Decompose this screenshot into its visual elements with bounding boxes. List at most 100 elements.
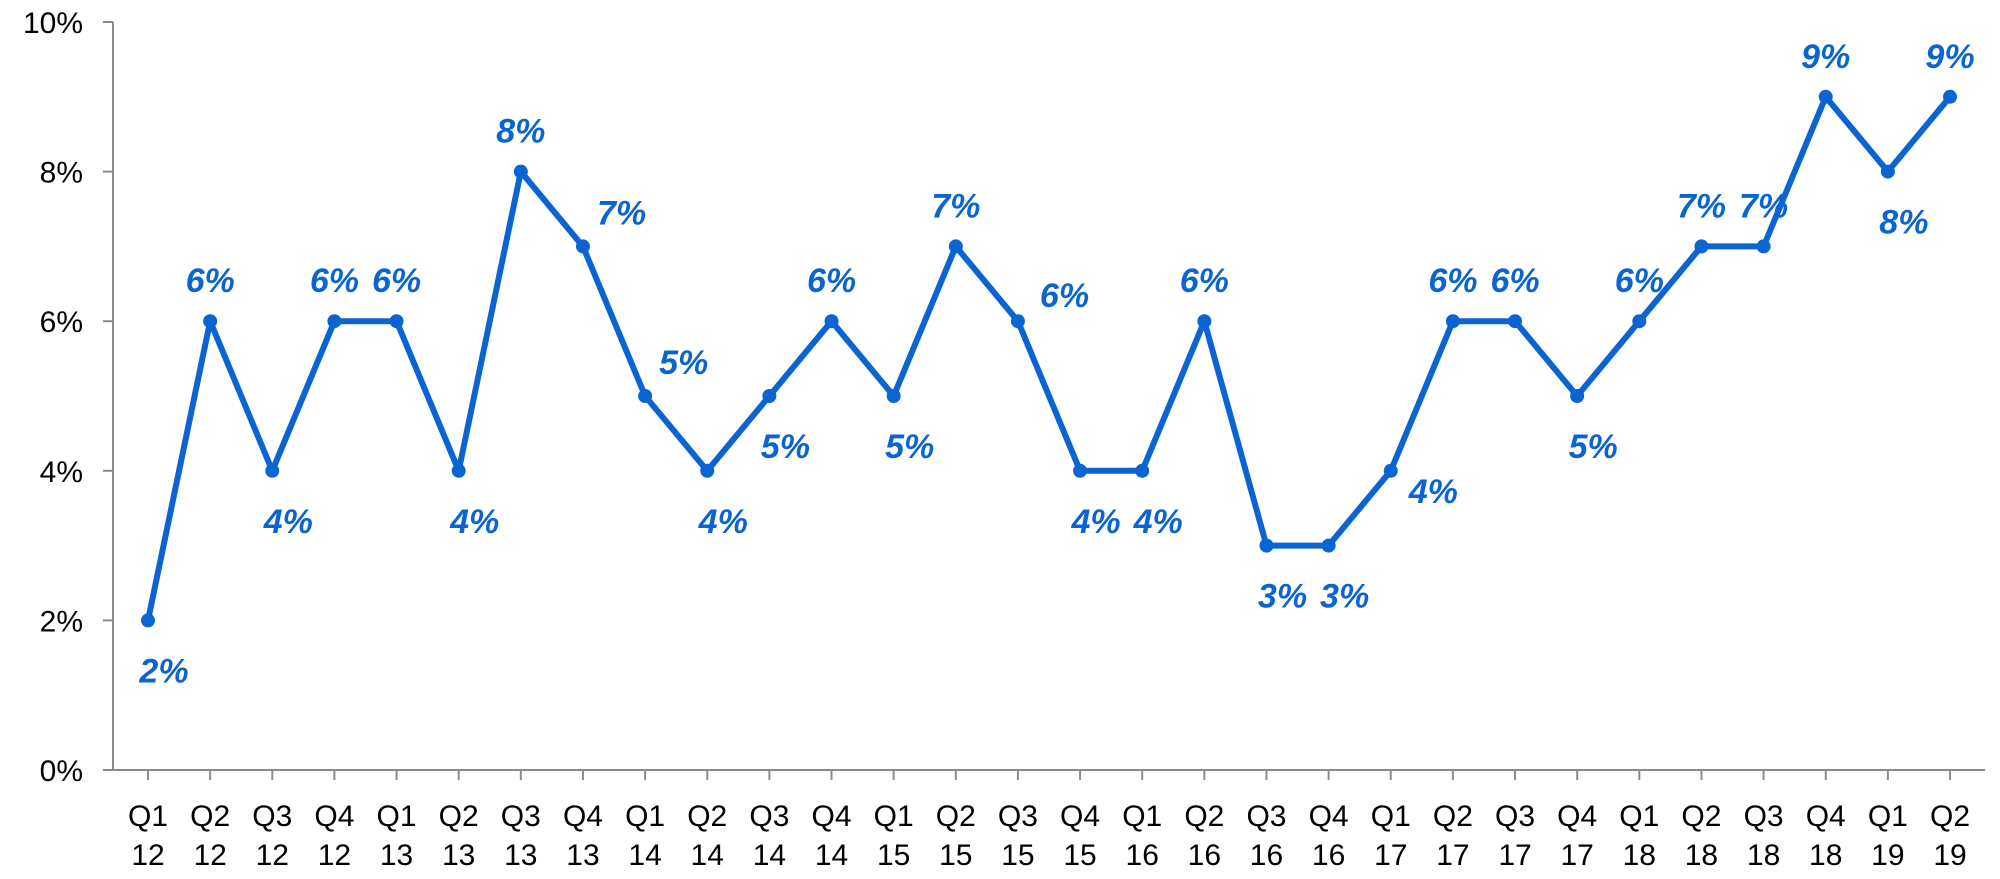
x-tick-quarter: Q4 [1806,800,1846,833]
data-point [1010,314,1025,329]
x-tick-year: 18 [1623,839,1656,872]
x-tick-year: 16 [1188,839,1221,872]
x-tick-label: Q4 16 [1309,800,1349,872]
x-tick-label: Q1 16 [1122,800,1162,872]
x-tick-year: 12 [193,839,226,872]
x-tick-label: Q1 19 [1868,800,1908,872]
x-tick-year: 13 [566,839,599,872]
data-label: 9% [1801,38,1850,76]
x-tick-label: Q2 17 [1433,800,1473,872]
x-tick-year: 17 [1374,839,1407,872]
data-point [203,314,218,329]
y-tick-label: 0% [40,755,83,788]
data-label: 6% [1615,262,1664,300]
x-tick-label: Q1 12 [128,800,168,872]
data-point [700,463,715,478]
y-tick-label: 2% [40,605,83,638]
data-label: 4% [449,503,499,541]
data-points [141,89,1957,628]
x-tick-label: Q3 17 [1495,800,1535,872]
x-tick-label: Q1 14 [625,800,665,872]
data-label: 4% [1408,473,1458,511]
x-tick-year: 15 [877,839,910,872]
x-tick-label: Q4 13 [563,800,603,872]
data-point [948,239,963,254]
x-tick-year: 15 [1063,839,1096,872]
x-tick-label: Q4 17 [1557,800,1597,872]
data-point [265,463,280,478]
x-tick-label: Q2 14 [687,800,727,872]
axes [112,22,1985,771]
data-label: 6% [1180,262,1229,300]
y-tick-label: 4% [40,456,83,489]
data-point [1508,314,1523,329]
x-tick-label: Q2 18 [1681,800,1721,872]
x-tick-quarter: Q3 [1495,800,1535,833]
x-tick-label: Q4 12 [314,800,354,872]
x-tick-quarter: Q1 [1868,800,1908,833]
x-tick-label: Q3 18 [1744,800,1784,872]
x-tick-quarter: Q2 [1184,800,1224,833]
x-tick-year: 16 [1250,839,1283,872]
data-point [1880,164,1895,179]
data-label: 5% [885,428,934,466]
data-point [1943,89,1957,104]
x-tick-quarter: Q3 [1744,800,1784,833]
data-point [1694,239,1709,254]
data-label: 7% [597,194,646,232]
x-tick-quarter: Q4 [314,800,354,833]
data-point [638,389,653,403]
x-tick-year: 19 [1933,839,1966,872]
y-ticks: 0% 2% 4% 6% 8% 10% [23,7,113,788]
data-point [762,389,777,403]
x-tick-year: 19 [1871,839,1904,872]
x-tick-quarter: Q1 [128,800,168,833]
data-label: 6% [1490,262,1539,300]
data-label: 6% [372,262,421,300]
x-tick-quarter: Q4 [1309,800,1349,833]
x-tick-label: Q3 16 [1246,800,1286,872]
x-tick-year: 13 [380,839,413,872]
data-label: 5% [1569,428,1618,466]
x-tick-quarter: Q1 [625,800,665,833]
x-tick-label: Q1 17 [1371,800,1411,872]
x-tick-year: 14 [815,839,848,872]
x-tick-year: 14 [691,839,724,872]
x-tick-label: Q1 15 [874,800,914,872]
data-point [1321,538,1336,553]
data-label: 3% [1320,578,1369,616]
x-tick-year: 14 [753,839,786,872]
y-tick-label: 10% [23,7,83,40]
data-point [141,613,155,628]
x-tick-quarter: Q4 [563,800,603,833]
data-point [389,314,404,329]
data-label: 7% [1739,187,1788,225]
x-tick-quarter: Q2 [1930,800,1970,833]
data-point [1570,389,1585,403]
x-tick-label: Q2 15 [936,800,976,872]
data-point [1818,89,1833,104]
x-tick-year: 12 [131,839,164,872]
x-tick-year: 13 [504,839,537,872]
x-tick-label: Q4 18 [1806,800,1846,872]
data-point [1756,239,1771,254]
x-tick-label: Q4 15 [1060,800,1100,872]
x-tick-quarter: Q2 [936,800,976,833]
data-label: 6% [310,262,359,300]
x-tick-year: 17 [1436,839,1469,872]
data-point [451,463,466,478]
x-tick-year: 17 [1560,839,1593,872]
data-labels: 2% 6% 4% 6% 6% 4% 8% 7% 5% 4% 5% 6% 5% 7% 6% 4% 4% 6% 3% 3%… [138,38,1974,691]
data-label: 6% [807,262,856,300]
x-tick-label: Q2 16 [1184,800,1224,872]
x-tick-year: 18 [1747,839,1780,872]
data-label: 5% [761,428,810,466]
x-tick-quarter: Q3 [998,800,1038,833]
x-tick-label: Q2 12 [190,800,230,872]
x-tick-quarter: Q3 [749,800,789,833]
data-label: 6% [1040,277,1089,315]
x-tick-quarter: Q2 [190,800,230,833]
